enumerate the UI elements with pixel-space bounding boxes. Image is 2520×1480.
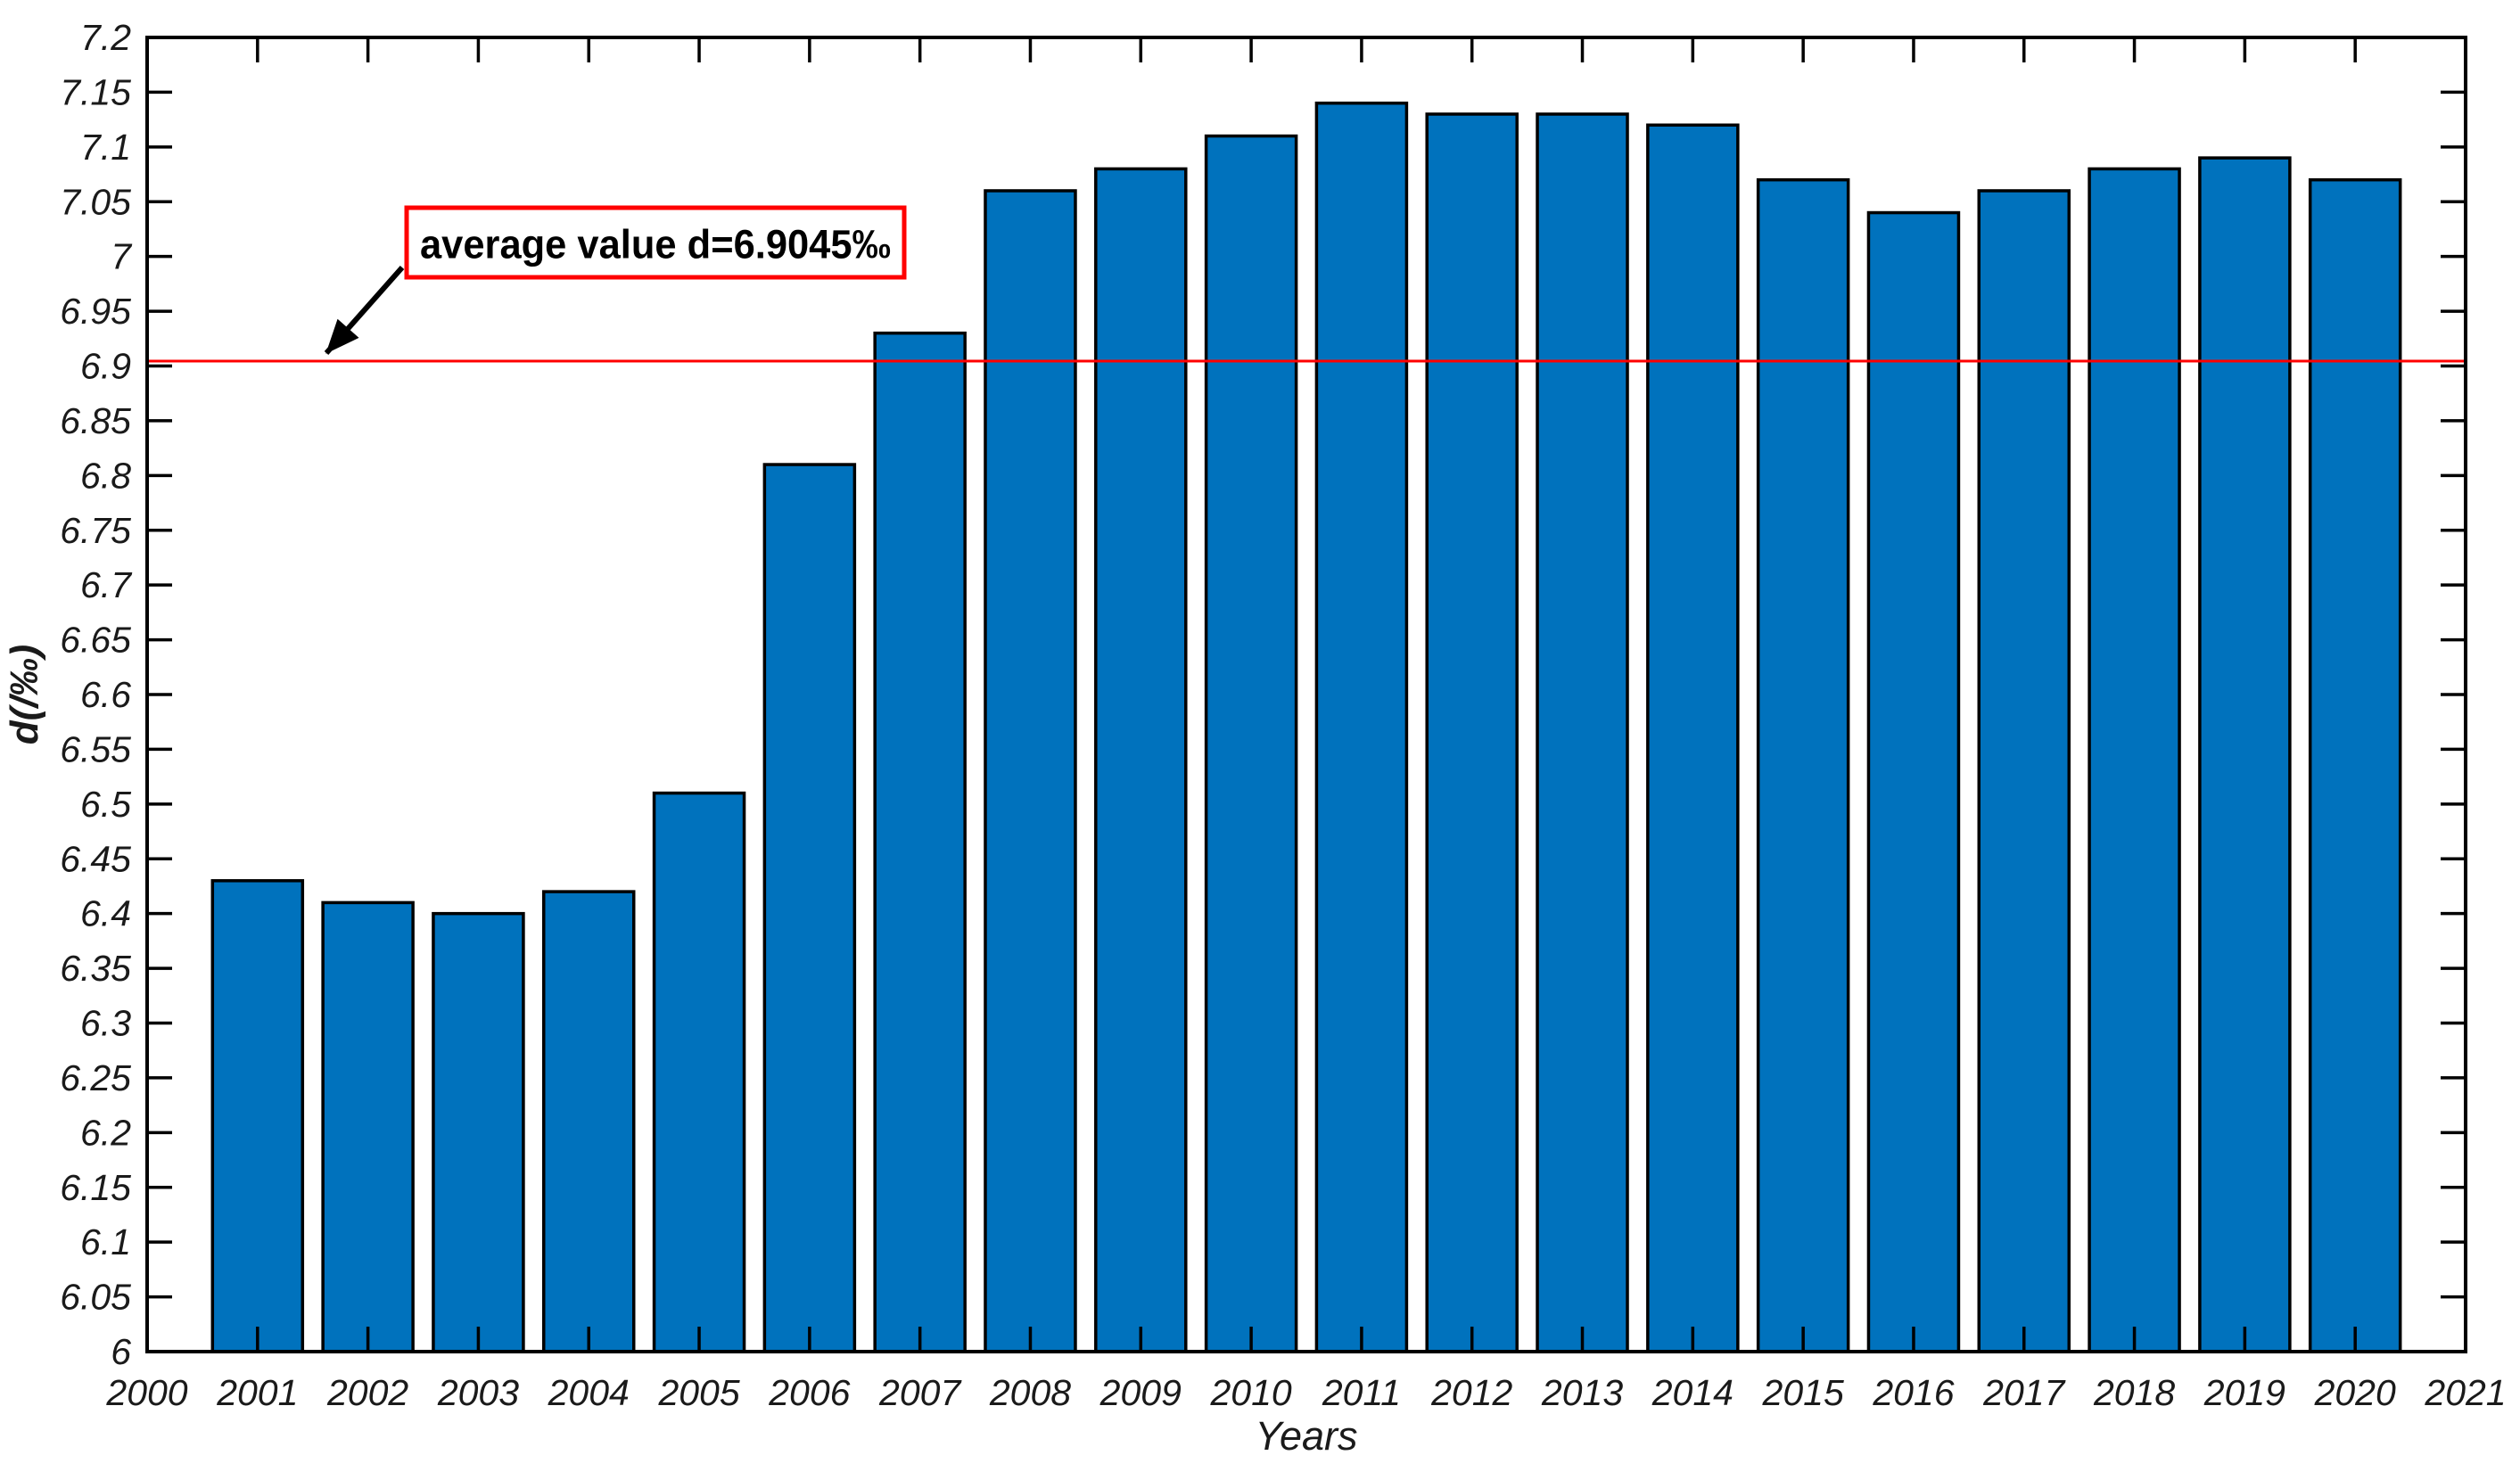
y-tick-label: 6.9: [80, 346, 131, 387]
x-tick-label: 2006: [768, 1372, 850, 1413]
bar-2001: [210, 879, 305, 1353]
y-tick-label: 6.85: [60, 400, 131, 441]
bar-2019: [2198, 156, 2292, 1353]
bar-2020: [2308, 177, 2402, 1353]
bar-2017: [1977, 189, 2071, 1353]
y-tick-label: 6.45: [60, 838, 131, 879]
y-tick-label: 6.1: [80, 1221, 131, 1262]
y-tick-label: 6.55: [60, 728, 131, 769]
annotation-box: [404, 205, 907, 280]
x-tick-label: 2017: [1982, 1372, 2066, 1413]
annotation-arrow: [324, 266, 405, 355]
bar-2008: [984, 189, 1077, 1353]
plot-border: [145, 36, 2467, 1353]
y-tick-label: 6.4: [80, 893, 131, 934]
y-tick-label: 6.2: [80, 1112, 131, 1153]
x-tick-label: 2013: [1541, 1372, 1623, 1413]
x-tick-label: 2011: [1322, 1372, 1401, 1413]
y-tick-label: 6.5: [80, 784, 131, 825]
x-tick-label: 2003: [437, 1372, 519, 1413]
bar-2011: [1314, 101, 1409, 1353]
bar-2016: [1866, 210, 1961, 1353]
x-tick-label: 2008: [989, 1372, 1071, 1413]
y-tick-label: 6.65: [60, 620, 131, 661]
bar-2003: [432, 911, 525, 1353]
average-annotation: average value d=6.9045‰: [324, 205, 907, 355]
y-tick-label: 6.6: [80, 674, 131, 715]
x-tick-label: 2002: [326, 1372, 408, 1413]
x-tick-label: 2000: [105, 1372, 187, 1413]
y-tick-label: 6.05: [60, 1277, 131, 1318]
bar-2015: [1756, 177, 1850, 1353]
y-tick-label: 6.95: [60, 291, 131, 332]
average-annotation-text: average value d=6.9045‰: [420, 222, 891, 267]
y-tick-label: 7: [111, 236, 133, 277]
bar-2013: [1536, 112, 1629, 1353]
bar-2009: [1094, 167, 1188, 1353]
bar-2002: [321, 900, 415, 1353]
bar-2010: [1204, 134, 1298, 1353]
bar-2005: [652, 791, 746, 1353]
y-tick-label: 6.8: [80, 455, 131, 496]
x-tick-label: 2014: [1651, 1372, 1734, 1413]
x-tick-label: 2012: [1430, 1372, 1512, 1413]
x-tick-label: 2021: [2424, 1372, 2506, 1413]
y-tick-label: 7.15: [60, 71, 131, 112]
x-tick-label: 2020: [2314, 1372, 2396, 1413]
y-tick-label: 6.35: [60, 948, 131, 989]
y-tick-label: 6.75: [60, 510, 131, 551]
x-tick-label: 2018: [2093, 1372, 2175, 1413]
x-tick-label: 2007: [878, 1372, 962, 1413]
y-tick-label: 6: [111, 1331, 131, 1372]
x-tick-label: 2010: [1209, 1372, 1291, 1413]
x-tick-label: 2005: [657, 1372, 739, 1413]
y-axis-title: d(/‰): [3, 645, 46, 744]
bar-2006: [762, 463, 857, 1353]
bar-2012: [1425, 112, 1519, 1353]
x-tick-label: 2001: [216, 1372, 298, 1413]
x-tick-label: 2009: [1099, 1372, 1182, 1413]
bar-2007: [873, 331, 967, 1353]
y-tick-label: 6.25: [60, 1057, 131, 1098]
y-tick-label: 6.3: [80, 1003, 131, 1044]
x-tick-label: 2015: [1762, 1372, 1844, 1413]
y-tick-label: 7.2: [80, 17, 131, 58]
bar-2004: [541, 890, 636, 1353]
bar-2014: [1646, 123, 1740, 1353]
y-tick-label: 7.05: [60, 181, 131, 222]
bar-2018: [2088, 167, 2181, 1353]
x-tick-label: 2004: [548, 1372, 630, 1413]
x-tick-label: 2019: [2203, 1372, 2285, 1413]
y-tick-label: 6.15: [60, 1167, 131, 1208]
x-axis-title: Years: [1255, 1413, 1357, 1459]
y-tick-label: 6.7: [80, 564, 133, 605]
x-tick-label: 2016: [1872, 1372, 1954, 1413]
y-tick-label: 7.1: [80, 127, 131, 168]
